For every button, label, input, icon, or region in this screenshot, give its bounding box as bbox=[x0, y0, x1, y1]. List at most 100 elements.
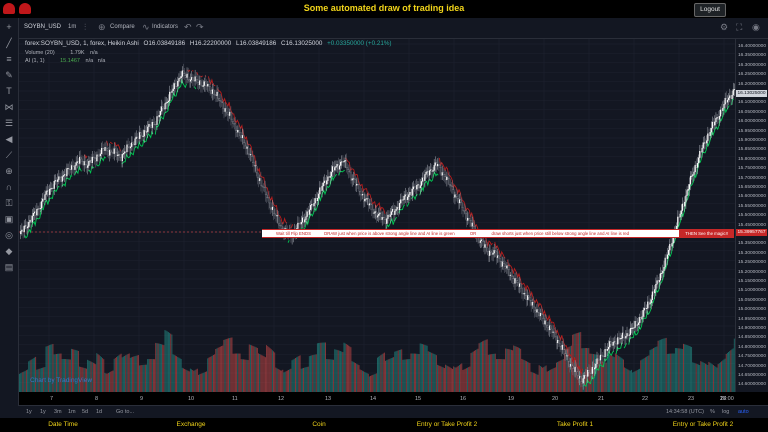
volume-bar bbox=[107, 372, 109, 392]
compare-icon[interactable]: ⊕ bbox=[98, 22, 106, 32]
volume-bar bbox=[329, 359, 331, 392]
volume-bar bbox=[489, 354, 490, 392]
lock-drawings-icon[interactable]: ▣ bbox=[4, 214, 14, 224]
candle-body bbox=[356, 184, 358, 186]
trash-icon[interactable]: ▤ bbox=[4, 262, 14, 272]
candle-body bbox=[311, 204, 313, 206]
volume-bar bbox=[374, 373, 376, 392]
candle-body bbox=[166, 101, 169, 103]
lock-icon[interactable]: ⚿ bbox=[5, 198, 13, 208]
eye-icon[interactable]: ◎ bbox=[5, 230, 13, 240]
symbol-search[interactable]: SOYBN_USD bbox=[24, 24, 62, 30]
candle-body bbox=[510, 274, 513, 277]
col-coin[interactable]: Coin bbox=[312, 421, 326, 428]
volume-bar bbox=[367, 373, 369, 392]
volume-bar bbox=[430, 352, 432, 392]
arrow-icon[interactable]: ◀ bbox=[5, 134, 13, 144]
trend-line-icon[interactable]: ╱ bbox=[6, 38, 12, 48]
measure-icon[interactable]: ⟋ bbox=[5, 150, 13, 160]
volume-bar bbox=[560, 360, 562, 392]
chart-pane[interactable] bbox=[19, 39, 736, 392]
range-5d[interactable]: 5d bbox=[82, 409, 89, 415]
candle-body bbox=[114, 148, 117, 153]
indicators-icon[interactable]: ∿ bbox=[142, 22, 150, 32]
volume-bar bbox=[509, 349, 511, 392]
candle-body bbox=[499, 258, 501, 262]
ai-label[interactable]: AI (1, 1) bbox=[25, 58, 45, 64]
compare-button[interactable]: Compare bbox=[110, 24, 135, 30]
col-take-profit-1[interactable]: Take Profit 1 bbox=[556, 421, 594, 428]
legend-high: H16.22200000 bbox=[189, 40, 232, 47]
candle-body bbox=[732, 89, 734, 96]
zoom-icon[interactable]: ⊕ bbox=[5, 166, 13, 176]
interval-button[interactable]: 1m bbox=[68, 24, 77, 30]
volume-bar bbox=[308, 356, 310, 392]
redo-icon[interactable]: ↷ bbox=[196, 22, 204, 32]
col-entry-tp2-b[interactable]: Entry or Take Profit 2 bbox=[672, 421, 734, 428]
ai-legend: AI (1, 1) 15.1467 n/a n/a bbox=[25, 58, 105, 64]
candle-body bbox=[487, 251, 490, 256]
candle-body bbox=[729, 95, 731, 99]
brush-icon[interactable]: ✎ bbox=[5, 70, 13, 80]
percent-toggle[interactable]: % bbox=[710, 409, 715, 415]
volume-bar bbox=[693, 362, 695, 392]
volume-bar bbox=[244, 359, 246, 392]
candle-body bbox=[324, 180, 327, 185]
col-entry-tp2[interactable]: Entry or Take Profit 2 bbox=[416, 421, 478, 428]
volume-label[interactable]: Volume (20) bbox=[25, 50, 55, 56]
magnet-icon[interactable]: ∩ bbox=[5, 182, 13, 192]
chart-type-icon[interactable]: ⫶ bbox=[84, 22, 87, 32]
range-1y[interactable]: 1y bbox=[26, 409, 32, 415]
candle-body bbox=[441, 172, 443, 176]
horizontal-line-icon[interactable]: ≡ bbox=[6, 54, 12, 64]
col-exchange[interactable]: Exchange bbox=[176, 421, 206, 428]
range-3m[interactable]: 3m bbox=[54, 409, 62, 415]
favorites-icon[interactable]: ◆ bbox=[5, 246, 13, 256]
volume-bar bbox=[417, 353, 419, 392]
candle-body bbox=[590, 372, 592, 374]
candle-body bbox=[471, 222, 473, 227]
log-toggle[interactable]: log bbox=[722, 409, 730, 415]
indicators-button[interactable]: Indicators bbox=[152, 24, 179, 30]
volume-bar bbox=[158, 343, 160, 392]
volume-bar bbox=[102, 358, 104, 392]
undo-icon[interactable]: ↶ bbox=[184, 22, 192, 32]
volume-bar bbox=[344, 343, 346, 392]
volume-bar bbox=[604, 362, 606, 392]
logout-button[interactable]: Logout bbox=[694, 3, 726, 17]
range-1m[interactable]: 1m bbox=[68, 409, 76, 415]
volume-bar bbox=[178, 357, 180, 392]
candle-body bbox=[197, 82, 200, 85]
candle-body bbox=[607, 346, 610, 350]
candle-body bbox=[402, 199, 404, 201]
goto-button[interactable]: Go to... bbox=[116, 409, 135, 415]
range-1y-b[interactable]: 1y bbox=[40, 409, 46, 415]
price-axis[interactable] bbox=[735, 39, 768, 392]
candle-body bbox=[350, 171, 352, 181]
volume-bar bbox=[531, 372, 533, 392]
candle-body bbox=[679, 213, 681, 218]
fib-icon[interactable]: ☰ bbox=[4, 118, 14, 128]
pattern-icon[interactable]: ⋈ bbox=[4, 102, 14, 112]
candle-body bbox=[485, 244, 487, 248]
time-tick-label: 9 bbox=[140, 396, 144, 402]
snapshot-icon[interactable]: ◉ bbox=[752, 22, 760, 32]
price-chart[interactable] bbox=[19, 39, 736, 392]
candle-body bbox=[609, 341, 611, 348]
fullscreen-icon[interactable]: ⛶ bbox=[736, 22, 743, 32]
watermark[interactable]: Chart by TradingView bbox=[30, 377, 93, 384]
volume-bar bbox=[174, 355, 176, 392]
price-tick-label: 15.15000000 bbox=[738, 279, 767, 284]
auto-toggle[interactable]: auto bbox=[738, 409, 749, 415]
volume-bar bbox=[221, 346, 223, 392]
crosshair-icon[interactable]: + bbox=[6, 22, 12, 32]
candle-body bbox=[650, 299, 652, 303]
candle-body bbox=[259, 178, 261, 181]
settings-icon[interactable]: ⚙ bbox=[720, 22, 729, 32]
range-1d[interactable]: 1d bbox=[96, 409, 103, 415]
text-icon[interactable]: T bbox=[6, 86, 12, 96]
col-date-time[interactable]: Date Time bbox=[48, 421, 78, 428]
volume-bar bbox=[295, 358, 296, 392]
volume-bar bbox=[338, 350, 340, 392]
candle-body bbox=[23, 225, 25, 232]
